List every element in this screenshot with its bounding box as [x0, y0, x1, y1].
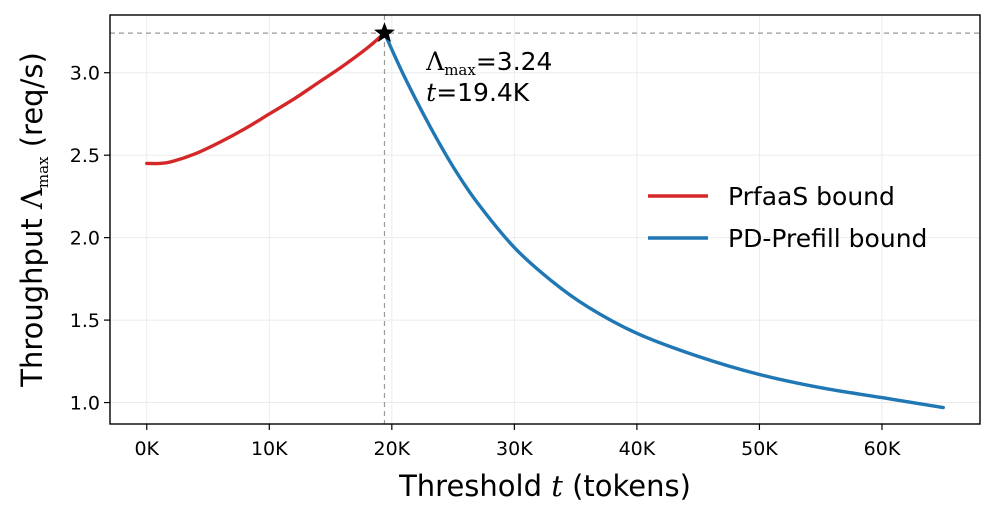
- x-tick-label: 0K: [134, 438, 159, 460]
- legend-label: PrfaaS bound: [728, 182, 895, 211]
- legend: PrfaaS bound PD-Prefill bound: [648, 182, 927, 253]
- grid: [110, 15, 980, 424]
- y-tick-label: 2.5: [70, 145, 100, 167]
- x-tick-label: 30K: [496, 438, 533, 460]
- series-line-pd-prefill: [382, 31, 945, 410]
- peak-lambda-annotation: Λmax=3.24: [425, 47, 552, 79]
- y-axis-ticks: 1.0 1.5 2.0 2.5 3.0: [70, 63, 110, 415]
- x-tick-label: 40K: [619, 438, 656, 460]
- y-tick-label: 2.0: [70, 228, 100, 250]
- x-axis-ticks: 0K 10K 20K 30K 40K 50K 60K: [134, 424, 901, 460]
- x-tick-label: 60K: [864, 438, 901, 460]
- y-axis-label: Throughput Λmax (req/s): [15, 52, 52, 388]
- x-tick-label: 10K: [251, 438, 288, 460]
- series-line-prfaas: [145, 31, 387, 166]
- y-tick-label: 3.0: [70, 63, 100, 85]
- legend-label: PD-Prefill bound: [728, 224, 927, 253]
- x-axis-label: Threshold t (tokens): [398, 469, 691, 503]
- x-tick-label: 50K: [741, 438, 778, 460]
- peak-reference-lines: [110, 15, 980, 424]
- x-tick-label: 20K: [374, 438, 411, 460]
- y-tick-label: 1.0: [70, 393, 100, 415]
- peak-star-marker: [374, 22, 395, 43]
- y-tick-label: 1.5: [70, 310, 100, 332]
- series-lines: [145, 31, 945, 410]
- peak-marker-group: Λmax=3.24t=19.4K: [374, 22, 552, 107]
- peak-threshold-annotation: t=19.4K: [426, 78, 530, 107]
- plot-frame: [109, 14, 981, 425]
